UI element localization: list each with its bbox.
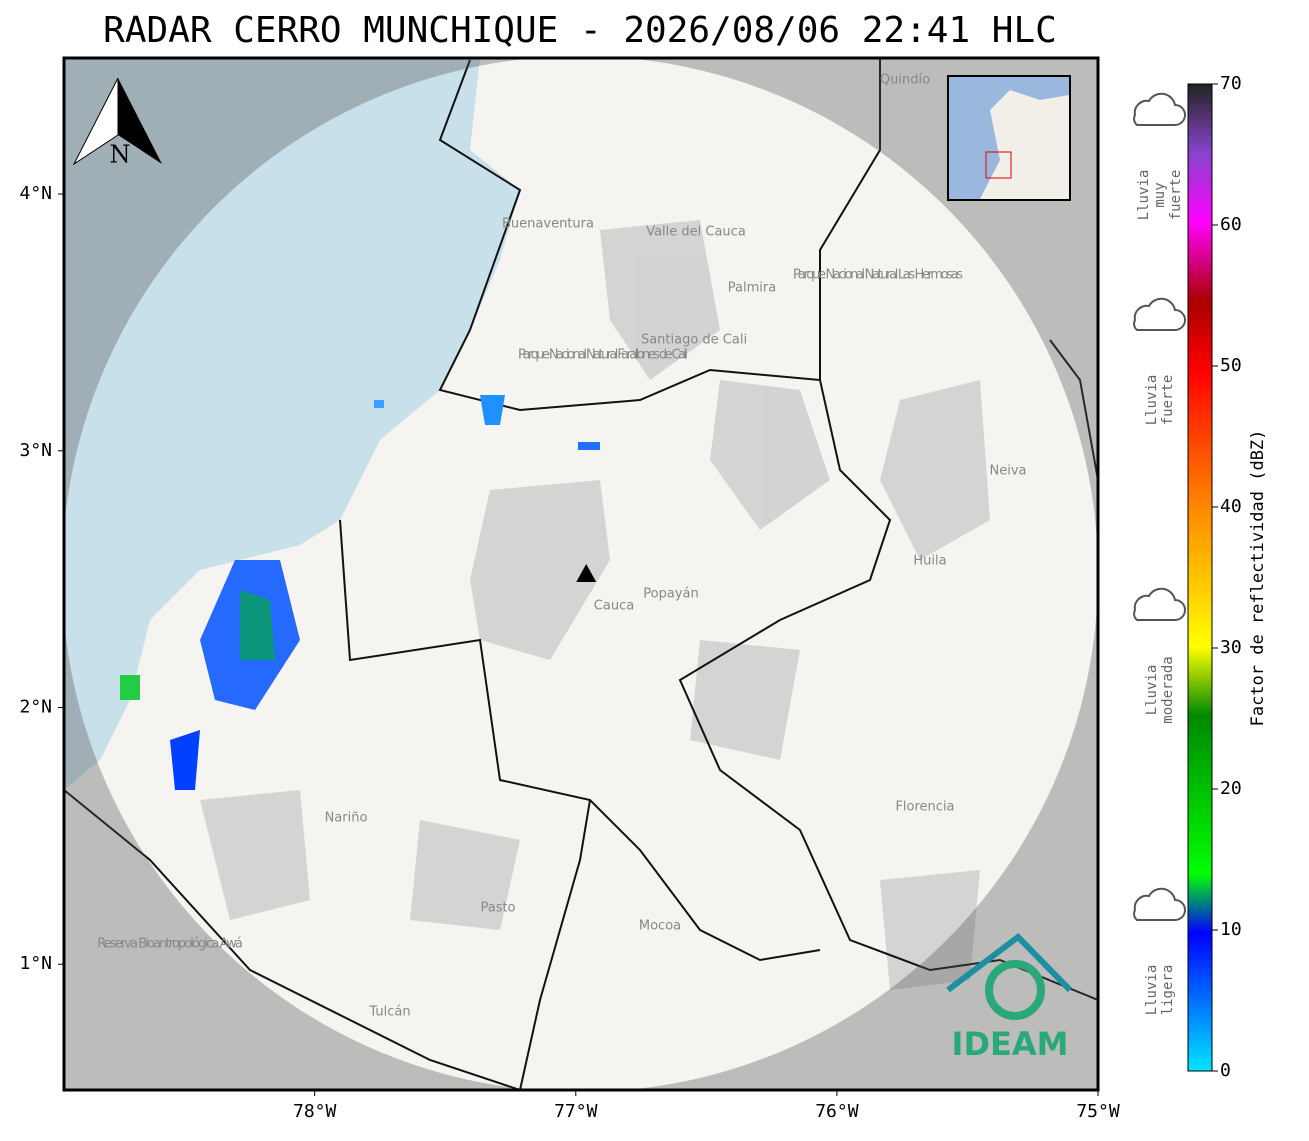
x-tick-label: 77°W <box>554 1101 598 1122</box>
colorbar <box>1187 83 1213 1072</box>
rain-icon <box>1133 297 1186 331</box>
map: Buenaventura Valle del Cauca Palmira Santia… <box>64 58 1098 1090</box>
place-label: Popayán <box>643 587 698 602</box>
place-label: Florencia <box>895 800 954 815</box>
x-tick-label: 76°W <box>815 1101 859 1122</box>
rain-icon <box>1133 92 1186 126</box>
place-label: Reserva Bioantropológica Awá <box>97 937 243 952</box>
place-label: Nariño <box>325 811 368 826</box>
radar-echoes <box>120 395 600 790</box>
y-tick-label: 2°N <box>19 696 52 717</box>
title: RADAR CERRO MUNCHIQUE - 2026/08/06 22:41… <box>103 10 1057 51</box>
colorbar-tick-label: 50 <box>1220 355 1242 376</box>
rain-icon <box>1133 887 1186 921</box>
y-tick-label: 3°N <box>19 440 52 461</box>
colorbar-tick-label: 20 <box>1220 778 1242 799</box>
logo: IDEAM <box>952 1025 1069 1063</box>
north-arrow: N <box>72 77 162 169</box>
x-tick-label: 75°W <box>1076 1101 1120 1122</box>
place-label: Mocoa <box>639 919 681 934</box>
place-label: Palmira <box>728 281 776 296</box>
logo-roof <box>946 933 1073 993</box>
place-label: Parque Nacional Natural Farallones de Ca… <box>518 348 688 363</box>
place-label: Huila <box>913 554 946 569</box>
borders <box>64 58 1098 1090</box>
rain-icon <box>1133 587 1186 621</box>
rain-level-label: Lluviamuyfuerte <box>1136 170 1184 221</box>
rain-level-label: Lluvialigera <box>1144 965 1176 1016</box>
ocean <box>64 58 520 790</box>
colorbar-tick-label: 40 <box>1220 496 1242 517</box>
colorbar-tick-label: 30 <box>1220 637 1242 658</box>
y-tick-label: 1°N <box>19 953 52 974</box>
y-tick-label: 4°N <box>19 183 52 204</box>
map-frame <box>62 56 1100 1092</box>
colorbar-tick-label: 10 <box>1220 919 1242 940</box>
north-label: N <box>110 141 131 169</box>
place-label: Cauca <box>594 599 634 614</box>
colorbar-tick-label: 0 <box>1220 1060 1231 1081</box>
place-label: Quindío <box>880 73 930 88</box>
place-label: Tulcán <box>368 1005 410 1020</box>
place-label: Parque Nacional Natural Las Hermosas <box>793 268 963 283</box>
rain-level-label: Lluviafuerte <box>1144 375 1176 426</box>
place-label: Pasto <box>480 901 515 916</box>
terrain <box>200 220 990 990</box>
colorbar-label: Factor de reflectividad (dBZ) <box>1248 430 1268 727</box>
radar-site <box>576 564 597 582</box>
place-label: Valle del Cauca <box>646 225 746 240</box>
place-label: Santiago de Cali <box>641 333 747 348</box>
colorbar-tick-label: 60 <box>1220 214 1242 235</box>
place-label: Neiva <box>990 464 1027 479</box>
inset-map <box>947 75 1071 201</box>
colorbar-tick-label: 70 <box>1220 73 1242 94</box>
rain-level-label: Lluviamoderada <box>1144 656 1176 723</box>
x-tick-label: 78°W <box>293 1101 337 1122</box>
place-label: Buenaventura <box>502 217 594 232</box>
logo-swirl <box>985 960 1045 1020</box>
